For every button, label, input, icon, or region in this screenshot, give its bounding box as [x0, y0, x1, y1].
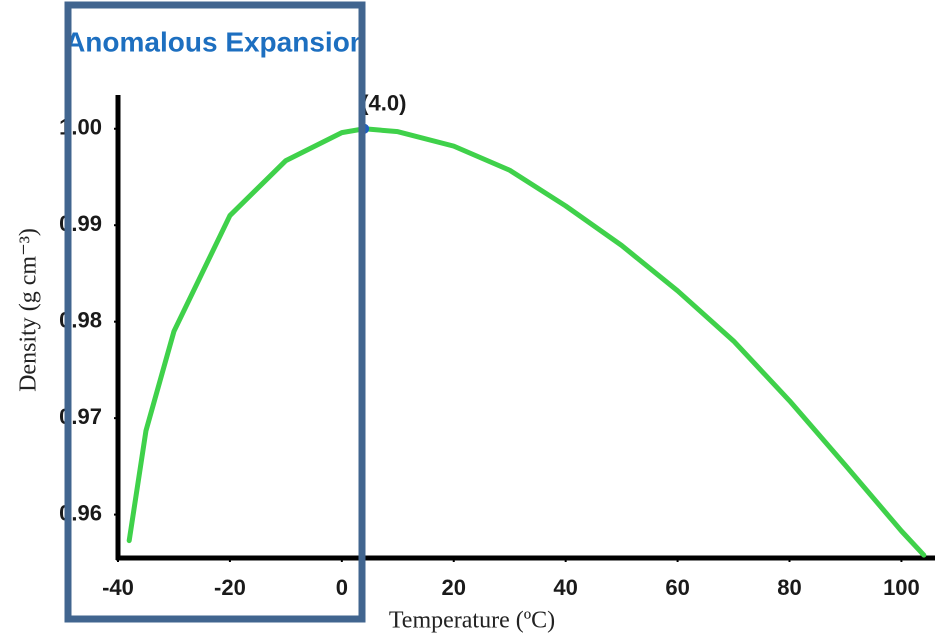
x-tick-label: 80 — [777, 575, 801, 600]
point-label: (4.0) — [361, 91, 406, 116]
x-tick-label: 0 — [336, 575, 348, 600]
line — [126, 126, 927, 558]
x-tick-label: 100 — [883, 575, 920, 600]
x-tick-label: 20 — [442, 575, 466, 600]
highlight-box — [64, 1, 366, 623]
x-tick-label: 60 — [665, 575, 689, 600]
x-tick-label: 40 — [553, 575, 577, 600]
y-axis-label: Density (g cm⁻³) — [16, 228, 42, 392]
annotation: Anomalous Expansion — [65, 26, 367, 57]
x-tick-label: -20 — [214, 575, 246, 600]
x-axis-label: Temperature (ºC) — [389, 608, 555, 634]
x-tick-label: -40 — [102, 575, 134, 600]
